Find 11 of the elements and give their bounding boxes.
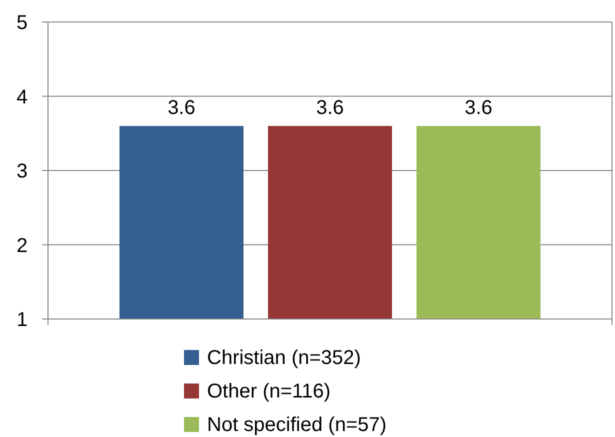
y-tick-label: 1 [16, 309, 28, 331]
y-tick-label: 4 [16, 86, 28, 108]
data-label: 3.6 [464, 96, 492, 119]
legend-label: Christian (n=352) [207, 347, 361, 369]
data-label: 3.6 [316, 96, 344, 119]
data-label: 3.6 [168, 96, 196, 119]
y-tick-label: 2 [16, 234, 28, 257]
y-tick-label: 5 [16, 12, 28, 34]
legend-label: Other (n=116) [207, 380, 331, 402]
y-tick-label: 3 [16, 160, 28, 182]
legend-label: Not specified (n=57) [207, 414, 387, 436]
